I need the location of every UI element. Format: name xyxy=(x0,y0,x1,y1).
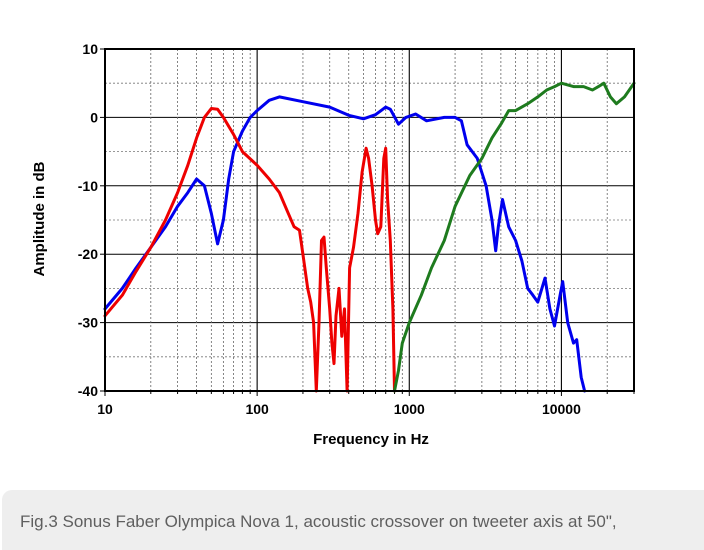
x-tick-label: 100 xyxy=(245,401,269,417)
x-tick-label: 1000 xyxy=(394,401,425,417)
y-tick-label: -30 xyxy=(78,315,98,331)
plot-frame xyxy=(104,48,635,392)
series-line-1 xyxy=(103,95,587,393)
y-tick-label: 0 xyxy=(90,109,98,125)
x-tick-label: 10000 xyxy=(542,401,581,417)
series-line-2 xyxy=(103,107,396,393)
axis-ticks xyxy=(100,48,635,396)
y-tick-label: -10 xyxy=(78,178,98,194)
y-axis-title: Amplitude in dB xyxy=(31,161,48,276)
y-tick-label: 10 xyxy=(82,41,98,57)
caption-panel: Fig.3 Sonus Faber Olympica Nova 1, acous… xyxy=(2,490,704,550)
x-axis-title: Frequency in Hz xyxy=(313,431,429,448)
grid xyxy=(104,48,635,392)
series-line-3 xyxy=(393,81,636,393)
x-tick-label: 10 xyxy=(97,401,113,417)
y-tick-label: -20 xyxy=(78,246,98,262)
y-tick-label: -40 xyxy=(78,383,98,399)
series-group xyxy=(103,81,636,393)
figure-caption: Fig.3 Sonus Faber Olympica Nova 1, acous… xyxy=(20,512,617,531)
